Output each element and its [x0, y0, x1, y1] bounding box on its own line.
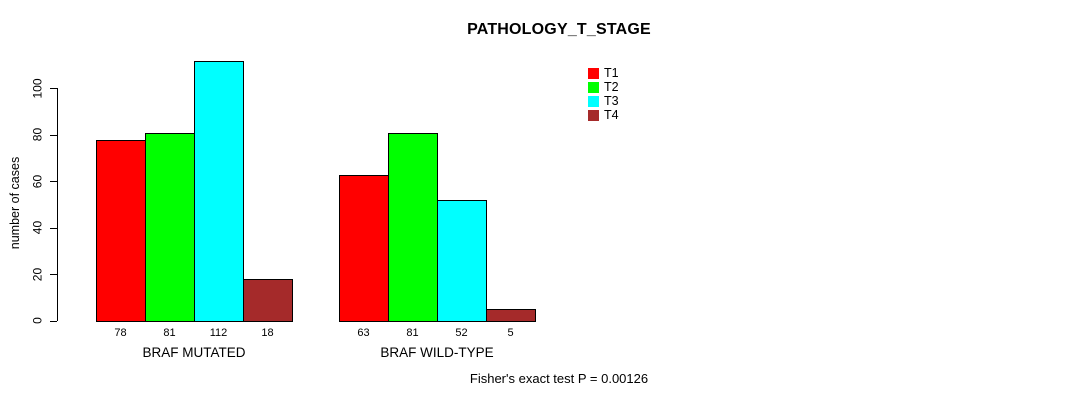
legend-swatch-t3	[588, 95, 599, 107]
bar-value-label: 112	[209, 327, 228, 339]
bar-t4-group2	[486, 309, 536, 322]
y-tick	[50, 227, 57, 229]
bar-t2-group1	[145, 133, 195, 322]
legend: T1 T2 T3 T4	[588, 66, 619, 122]
bar-t4-group1	[243, 279, 293, 322]
bar-value-label: 81	[406, 327, 419, 339]
bar-value-label: 52	[455, 327, 468, 339]
y-tick-label: 100	[30, 78, 45, 99]
legend-row: T4	[588, 108, 619, 122]
category-label: BRAF MUTATED	[142, 345, 246, 360]
legend-label: T3	[604, 94, 619, 108]
fisher-test-annotation: Fisher's exact test P = 0.00126	[469, 371, 649, 386]
bar-value-label: 81	[163, 327, 176, 339]
y-tick-label: 80	[30, 128, 45, 142]
y-axis-line	[57, 88, 58, 322]
category-label: BRAF WILD-TYPE	[380, 345, 494, 360]
legend-swatch-t1	[588, 67, 599, 79]
bar-t1-group2	[339, 175, 389, 322]
legend-label: T2	[604, 80, 619, 94]
legend-row: T2	[588, 80, 619, 94]
bar-value-label: 78	[114, 327, 127, 339]
bar-t3-group1	[194, 61, 244, 322]
bar-value-label: 63	[357, 327, 370, 339]
legend-swatch-t2	[588, 81, 599, 93]
bar-t3-group2	[437, 200, 487, 322]
legend-row: T3	[588, 94, 619, 108]
y-tick	[50, 134, 57, 136]
y-tick	[50, 320, 57, 322]
legend-label: T1	[604, 66, 619, 80]
bar-t2-group2	[388, 133, 438, 322]
y-tick	[50, 181, 57, 183]
bar-value-label: 5	[507, 327, 514, 339]
chart-title: PATHOLOGY_T_STAGE	[467, 21, 651, 38]
legend-swatch-t4	[588, 109, 599, 121]
bar-value-label: 18	[261, 327, 274, 339]
y-tick-label: 0	[30, 317, 45, 324]
bar-t1-group1	[96, 140, 146, 322]
y-tick-label: 40	[30, 220, 45, 235]
legend-label: T4	[604, 108, 619, 122]
y-tick-label: 20	[30, 267, 45, 281]
legend-row: T1	[588, 66, 619, 80]
y-tick	[50, 88, 57, 90]
y-tick-label: 60	[30, 174, 45, 188]
y-tick	[50, 274, 57, 276]
